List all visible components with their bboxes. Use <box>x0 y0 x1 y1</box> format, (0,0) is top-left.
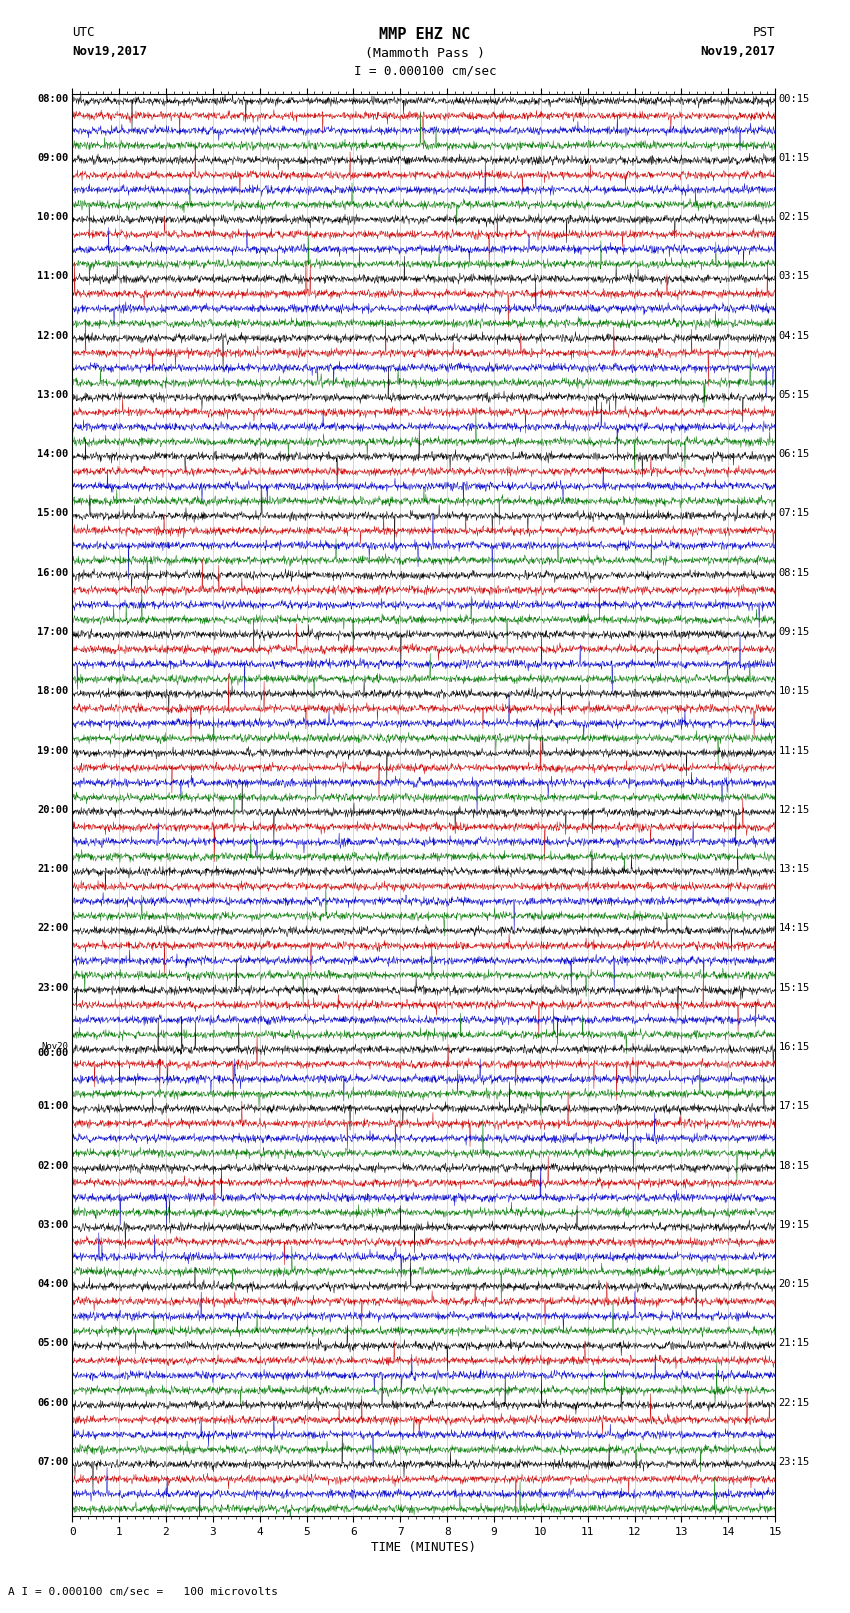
Text: 06:15: 06:15 <box>779 450 810 460</box>
Text: 11:15: 11:15 <box>779 745 810 755</box>
Text: 16:00: 16:00 <box>37 568 69 577</box>
Text: 04:00: 04:00 <box>37 1279 69 1289</box>
Text: 07:00: 07:00 <box>37 1457 69 1466</box>
Text: 02:15: 02:15 <box>779 213 810 223</box>
Text: 09:00: 09:00 <box>37 153 69 163</box>
Text: 16:15: 16:15 <box>779 1042 810 1052</box>
Text: 05:15: 05:15 <box>779 390 810 400</box>
Text: 21:15: 21:15 <box>779 1339 810 1348</box>
Text: 19:15: 19:15 <box>779 1219 810 1229</box>
Text: 20:15: 20:15 <box>779 1279 810 1289</box>
Text: 08:15: 08:15 <box>779 568 810 577</box>
Text: 03:00: 03:00 <box>37 1219 69 1229</box>
Text: 01:15: 01:15 <box>779 153 810 163</box>
Text: 22:00: 22:00 <box>37 923 69 934</box>
Text: (Mammoth Pass ): (Mammoth Pass ) <box>365 47 485 60</box>
Text: 18:00: 18:00 <box>37 687 69 697</box>
Text: 20:00: 20:00 <box>37 805 69 815</box>
Text: 10:15: 10:15 <box>779 687 810 697</box>
X-axis label: TIME (MINUTES): TIME (MINUTES) <box>371 1540 476 1553</box>
Text: 17:15: 17:15 <box>779 1102 810 1111</box>
Text: 13:15: 13:15 <box>779 865 810 874</box>
Text: 00:15: 00:15 <box>779 94 810 103</box>
Text: 12:00: 12:00 <box>37 331 69 340</box>
Text: 11:00: 11:00 <box>37 271 69 281</box>
Text: 23:00: 23:00 <box>37 982 69 992</box>
Text: PST: PST <box>753 26 775 39</box>
Text: Nov19,2017: Nov19,2017 <box>72 45 147 58</box>
Text: I = 0.000100 cm/sec: I = 0.000100 cm/sec <box>354 65 496 77</box>
Text: 05:00: 05:00 <box>37 1339 69 1348</box>
Text: 02:00: 02:00 <box>37 1161 69 1171</box>
Text: Nov20: Nov20 <box>42 1042 69 1052</box>
Text: 15:15: 15:15 <box>779 982 810 992</box>
Text: 14:15: 14:15 <box>779 923 810 934</box>
Text: 23:15: 23:15 <box>779 1457 810 1466</box>
Text: 00:00: 00:00 <box>37 1048 69 1058</box>
Text: 07:15: 07:15 <box>779 508 810 518</box>
Text: 18:15: 18:15 <box>779 1161 810 1171</box>
Text: 14:00: 14:00 <box>37 450 69 460</box>
Text: 15:00: 15:00 <box>37 508 69 518</box>
Text: 03:15: 03:15 <box>779 271 810 281</box>
Text: 10:00: 10:00 <box>37 213 69 223</box>
Text: 06:00: 06:00 <box>37 1397 69 1408</box>
Text: 19:00: 19:00 <box>37 745 69 755</box>
Text: 17:00: 17:00 <box>37 627 69 637</box>
Text: MMP EHZ NC: MMP EHZ NC <box>379 27 471 42</box>
Text: A I = 0.000100 cm/sec =   100 microvolts: A I = 0.000100 cm/sec = 100 microvolts <box>8 1587 279 1597</box>
Text: 08:00: 08:00 <box>37 94 69 103</box>
Text: 22:15: 22:15 <box>779 1397 810 1408</box>
Text: 01:00: 01:00 <box>37 1102 69 1111</box>
Text: UTC: UTC <box>72 26 94 39</box>
Text: 04:15: 04:15 <box>779 331 810 340</box>
Text: 09:15: 09:15 <box>779 627 810 637</box>
Text: Nov19,2017: Nov19,2017 <box>700 45 775 58</box>
Text: 12:15: 12:15 <box>779 805 810 815</box>
Text: 21:00: 21:00 <box>37 865 69 874</box>
Text: 13:00: 13:00 <box>37 390 69 400</box>
